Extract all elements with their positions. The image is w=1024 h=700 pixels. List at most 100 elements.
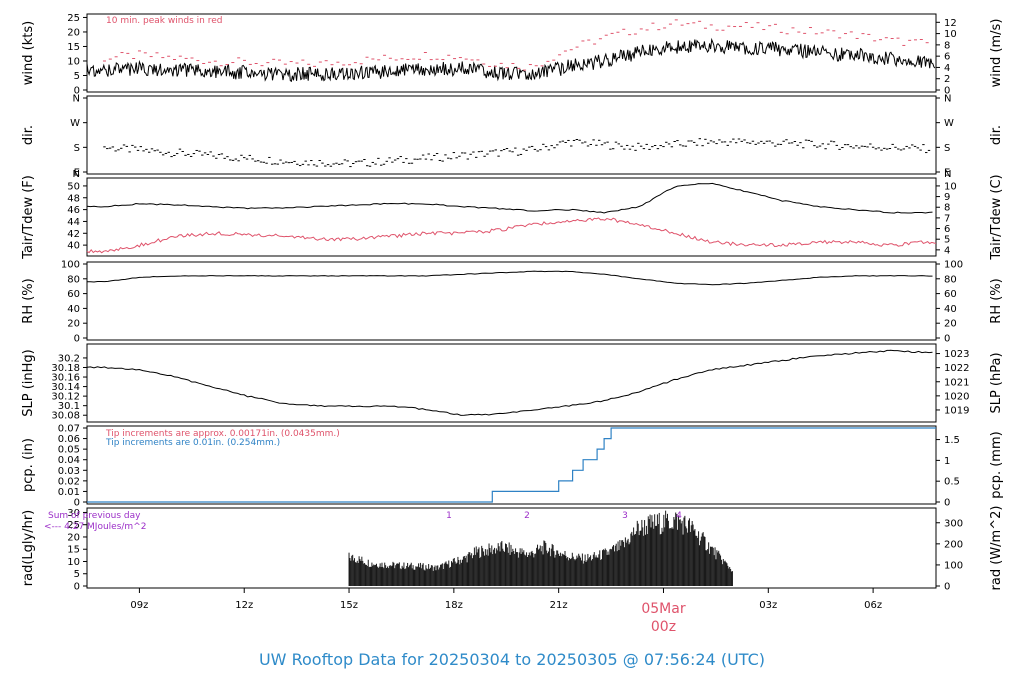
right-tick-label: 0: [944, 334, 950, 345]
left-tick-label: 30.2: [58, 353, 80, 364]
left-tick-label: 25: [67, 13, 80, 24]
left-tick-label: 10: [67, 56, 80, 67]
right-tick-label: 10: [944, 181, 957, 192]
left-tick-label: 48: [67, 193, 80, 204]
right-tick-label: 6: [944, 224, 950, 235]
panel-frame-6: [86, 507, 937, 589]
y2-axis-label: dir.: [989, 125, 1004, 145]
right-tick-label: 300: [944, 518, 963, 529]
left-tick-label: 40: [67, 304, 80, 315]
y2-axis-label: rad (W/m^2): [989, 506, 1004, 591]
y2-axis-label: wind (m/s): [989, 19, 1004, 88]
y-axis-label: wind (kts): [21, 21, 36, 85]
left-tick-label: 0.07: [58, 424, 80, 435]
left-tick-label: 25: [67, 520, 80, 531]
rad-marker: 2: [524, 511, 530, 521]
panel-frame-0: [86, 13, 937, 93]
y-axis-label: RH (%): [21, 278, 36, 323]
right-tick-label: 5: [944, 235, 950, 246]
right-tick-label: N: [944, 169, 951, 180]
panel-frame-2: [86, 177, 937, 257]
x-tick-label: 15z: [340, 600, 358, 611]
x-date-sub-label: 00z: [651, 619, 676, 635]
left-tick-label: E: [74, 168, 80, 179]
left-tick-label: 0.06: [58, 434, 80, 445]
right-tick-label: 200: [944, 539, 963, 550]
rh-line: [86, 270, 933, 286]
y2-axis-label: Tair/Tdew (C): [989, 174, 1004, 260]
right-tick-label: 0: [944, 498, 950, 509]
left-tick-label: 20: [67, 27, 80, 38]
right-tick-label: 80: [944, 274, 957, 285]
x-tick-label: 21z: [550, 600, 568, 611]
x-tick-label: 06z: [864, 600, 882, 611]
right-tick-label: 6: [944, 52, 950, 63]
right-tick-label: 0.5: [944, 477, 960, 488]
left-tick-label: 0: [74, 582, 80, 593]
left-tick-label: 40: [67, 241, 80, 252]
rad-marker: 3: [622, 511, 628, 521]
right-tick-label: 100: [944, 260, 963, 271]
air-temp-line: [86, 182, 933, 214]
right-tick-label: 9: [944, 192, 950, 203]
y-axis-label: dir.: [21, 125, 36, 145]
right-tick-label: 8: [944, 40, 950, 51]
left-tick-label: 30: [67, 508, 80, 519]
left-tick-label: 0: [74, 498, 80, 509]
x-tick-label: 09z: [130, 600, 148, 611]
right-tick-label: 1021: [944, 377, 969, 388]
left-tick-label: 0.02: [58, 476, 80, 487]
left-tick-label: 20: [67, 319, 80, 330]
panel-frame-4: [86, 343, 937, 423]
right-tick-label: 60: [944, 289, 957, 300]
left-tick-label: 30.08: [51, 411, 80, 422]
x-tick-label: 18z: [445, 600, 463, 611]
right-tick-label: S: [944, 143, 950, 154]
right-tick-label: 1: [944, 456, 950, 467]
left-tick-label: N: [73, 169, 80, 180]
left-tick-label: 30.12: [51, 392, 80, 403]
peak-wind-note: 10 min. peak winds in red: [106, 16, 223, 26]
right-tick-label: 40: [944, 304, 957, 315]
wind-speed-line: [86, 37, 936, 83]
right-tick-label: 1023: [944, 349, 969, 360]
left-tick-label: 15: [67, 42, 80, 53]
left-tick-label: 44: [67, 217, 80, 228]
left-tick-label: W: [70, 118, 80, 129]
y2-axis-label: RH (%): [989, 278, 1004, 323]
right-tick-label: 20: [944, 319, 957, 330]
dewpoint-line: [86, 217, 937, 254]
left-tick-label: 0: [74, 334, 80, 345]
rad-sum-value: <--- 4.27 MJoules/m^2: [44, 522, 146, 532]
right-tick-label: 1020: [944, 391, 969, 402]
tip-note-approx: Tip increments are approx. 0.00171in. (0…: [105, 429, 340, 439]
left-tick-label: 80: [67, 274, 80, 285]
left-tick-label: 0.01: [58, 487, 80, 498]
page-title: UW Rooftop Data for 20250304 to 20250305…: [259, 650, 765, 669]
left-tick-label: 60: [67, 289, 80, 300]
right-tick-label: 0: [944, 86, 950, 97]
right-tick-label: 4: [944, 245, 950, 256]
right-tick-label: 4: [944, 63, 950, 74]
left-tick-label: 50: [67, 181, 80, 192]
precip-line: [87, 427, 936, 503]
panel-frame-5: [86, 425, 937, 505]
right-tick-label: 100: [944, 560, 963, 571]
right-tick-label: 7: [944, 213, 950, 224]
left-tick-label: 46: [67, 205, 80, 216]
rad-marker: 1: [446, 511, 452, 521]
y2-axis-label: pcp. (mm): [989, 431, 1004, 498]
right-tick-label: 1022: [944, 363, 969, 374]
right-tick-label: 2: [944, 74, 950, 85]
x-tick-label: 12z: [235, 600, 253, 611]
panel-frame-1: [86, 95, 937, 175]
right-tick-label: E: [944, 168, 950, 179]
left-tick-label: 30.14: [51, 382, 80, 393]
left-tick-label: 5: [74, 569, 80, 580]
left-tick-label: 15: [67, 545, 80, 556]
left-tick-label: 0.03: [58, 466, 80, 477]
right-tick-label: N: [944, 94, 951, 105]
y-axis-label: rad(Lgly/hr): [21, 510, 36, 586]
tip-note-exact: Tip increments are 0.01in. (0.254mm.): [105, 438, 280, 448]
left-tick-label: N: [73, 94, 80, 105]
